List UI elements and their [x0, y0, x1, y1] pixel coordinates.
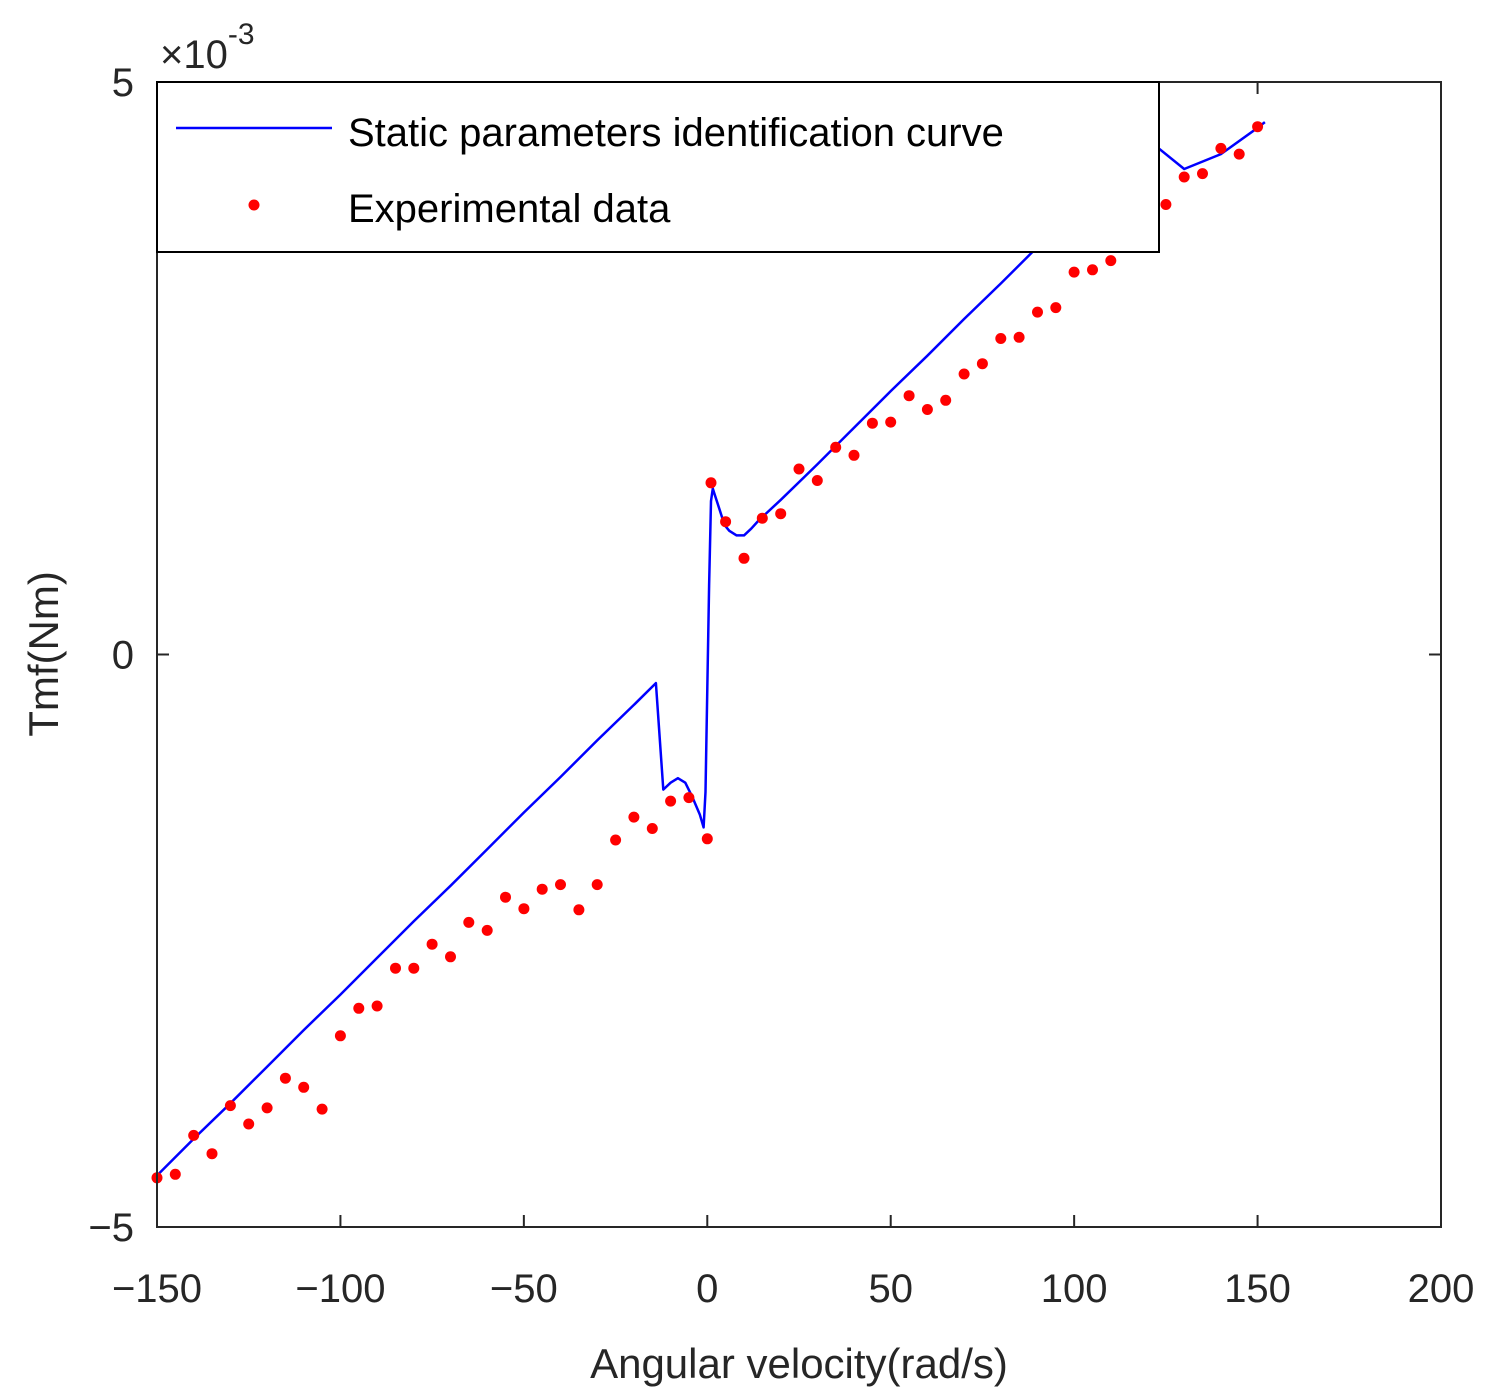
data-point: [885, 416, 897, 428]
x-tick-label: 100: [1041, 1267, 1108, 1311]
data-point: [169, 1168, 181, 1180]
y-exponent-base: ×10: [160, 33, 228, 77]
legend-label-data: Experimental data: [348, 187, 671, 231]
data-point: [921, 404, 933, 415]
data-point: [463, 916, 475, 928]
data-point: [316, 1103, 328, 1115]
x-tick-label: 50: [868, 1267, 913, 1311]
data-point: [279, 1072, 291, 1084]
data-point: [756, 512, 768, 524]
data-point: [940, 394, 952, 406]
y-tick-label: −5: [88, 1206, 134, 1250]
data-point: [1068, 266, 1080, 278]
data-point: [426, 938, 438, 950]
data-point: [701, 833, 713, 845]
data-point: [1013, 331, 1025, 343]
legend-box: [156, 81, 1160, 253]
data-point: [353, 1002, 365, 1014]
data-point: [518, 903, 530, 915]
x-tick-label: −100: [295, 1267, 385, 1311]
data-point: [1233, 148, 1245, 160]
x-tick-label: 150: [1224, 1267, 1291, 1311]
data-point: [610, 834, 622, 846]
data-point: [481, 924, 493, 936]
legend-point-swatch: [248, 199, 260, 211]
series-line-static-curve: [156, 121, 1266, 1177]
data-point: [720, 516, 732, 528]
data-point: [298, 1081, 310, 1093]
x-tick-label: −150: [112, 1267, 202, 1311]
data-point: [536, 883, 548, 895]
data-point: [866, 417, 878, 429]
x-tick-label: 0: [696, 1267, 718, 1311]
data-point: [1215, 142, 1227, 154]
data-point: [188, 1129, 200, 1141]
data-point: [261, 1102, 273, 1114]
data-point: [500, 891, 511, 903]
data-point: [811, 475, 823, 486]
data-point: [995, 333, 1007, 344]
data-point: [705, 477, 717, 489]
y-exponent-label: ×10-3: [160, 18, 255, 77]
data-point: [793, 463, 805, 475]
y-exponent-power: -3: [228, 18, 255, 51]
data-point: [334, 1030, 346, 1042]
data-point: [1252, 121, 1264, 133]
data-point: [958, 368, 970, 380]
data-point: [224, 1100, 236, 1112]
data-point: [408, 962, 420, 974]
y-axis-title: Tmf(Nm): [20, 571, 67, 737]
data-point: [628, 811, 640, 823]
data-point: [206, 1148, 218, 1160]
y-tick-label: 5: [112, 61, 134, 105]
data-point: [1105, 255, 1117, 267]
data-point: [976, 358, 988, 370]
x-axis-title: Angular velocity(rad/s): [590, 1340, 1008, 1387]
legend-label-curve: Static parameters identification curve: [348, 111, 1004, 155]
data-point: [775, 508, 787, 520]
data-point: [830, 441, 842, 453]
y-tick-label: 0: [112, 634, 134, 678]
data-point: [683, 792, 695, 804]
data-point: [591, 879, 603, 891]
data-point: [1197, 168, 1208, 180]
data-point: [371, 1000, 383, 1012]
data-point: [1160, 199, 1172, 210]
data-point: [445, 951, 456, 963]
data-point: [903, 390, 915, 402]
data-point: [1050, 302, 1062, 314]
data-point: [646, 823, 658, 834]
data-point: [1032, 306, 1043, 318]
x-tick-label: 200: [1408, 1267, 1475, 1311]
data-point: [243, 1118, 255, 1130]
data-point: [848, 449, 860, 461]
labels-layer: Angular velocity(rad/s) Tmf(Nm) ×10-3 −1…: [20, 18, 1474, 1387]
data-point: [555, 879, 566, 891]
data-point: [738, 552, 750, 564]
x-tick-label: −50: [490, 1267, 558, 1311]
data-point: [1087, 264, 1098, 276]
legend: Static parameters identification curve E…: [156, 81, 1160, 253]
data-point: [573, 904, 585, 916]
data-point: [390, 962, 401, 974]
data-point: [1178, 171, 1190, 183]
data-point: [665, 795, 677, 807]
